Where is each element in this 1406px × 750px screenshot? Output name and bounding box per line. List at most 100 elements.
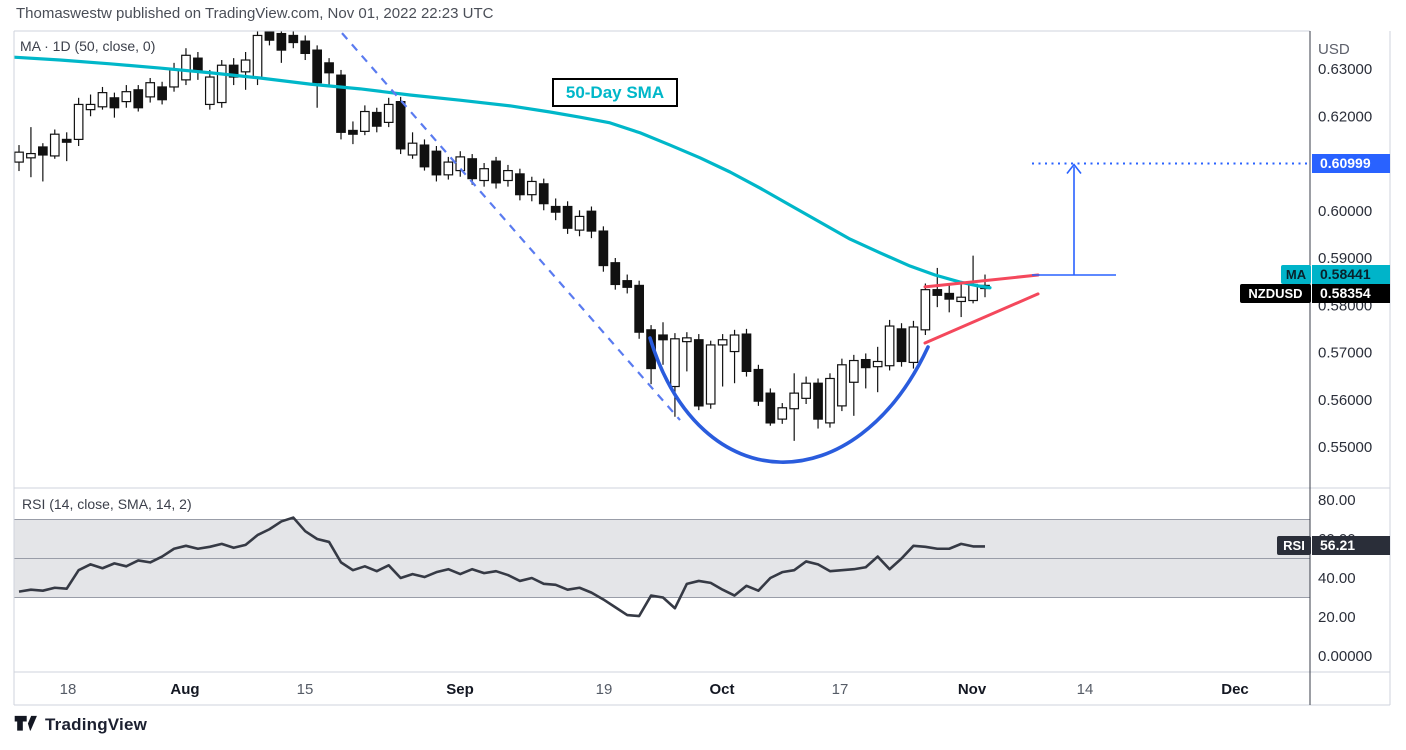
downtrend-dashed-line[interactable] <box>341 32 681 421</box>
candle-down <box>550 205 561 213</box>
candle-down <box>133 89 144 109</box>
price-axis[interactable]: USD0.630000.620000.600000.590000.580000.… <box>1318 41 1372 665</box>
time-month-label: Sep <box>446 681 474 698</box>
candle-down <box>371 111 382 127</box>
candle-down <box>586 210 597 232</box>
time-axis[interactable]: 18 Aug 15 Sep 19 Oct 17 Nov 14 Dec <box>60 681 1249 698</box>
candle-up <box>26 152 36 159</box>
price-tick-label: 0.59000 <box>1318 250 1372 267</box>
candle-up <box>252 34 263 79</box>
candle-up <box>97 92 108 108</box>
rsi-axis-label: RSI <box>1277 536 1311 556</box>
candle-down <box>515 173 525 196</box>
pennant-lower-line[interactable] <box>923 292 1040 345</box>
candle-up <box>837 364 847 407</box>
candle-down <box>693 339 704 407</box>
candle-down <box>419 144 430 168</box>
sma-callout-label: 50-Day SMA <box>552 78 678 107</box>
candle-up <box>848 359 859 383</box>
candle-up <box>503 169 513 182</box>
price-tick-label: 0.55000 <box>1318 439 1372 456</box>
candle-down <box>38 146 48 156</box>
target-price-badge: 0.60999 <box>1312 153 1390 173</box>
candle-up <box>789 392 800 410</box>
candle-down <box>765 392 776 424</box>
rsi-tick-label: 20.00 <box>1318 609 1356 626</box>
candle-up <box>956 296 967 303</box>
candle-up <box>920 289 931 331</box>
candle-down <box>634 284 645 333</box>
candle-down <box>813 382 823 420</box>
candle-down <box>431 150 442 176</box>
candle-up <box>181 54 191 81</box>
time-day-label: 14 <box>1077 681 1094 698</box>
time-month-label: Oct <box>709 681 734 698</box>
publish-attribution: Thomaswestw published on TradingView.com… <box>16 5 494 22</box>
candle-up <box>574 215 585 231</box>
candle-up <box>145 82 156 98</box>
candle-up <box>825 377 835 424</box>
ma-value-badge: 0.58441 <box>1312 265 1390 284</box>
tradingview-footer[interactable]: TradingView <box>14 714 147 736</box>
candle-down <box>658 334 668 341</box>
candle-down <box>276 32 287 51</box>
rsi-indicator-legend: RSI (14, close, SMA, 14, 2) <box>22 496 192 512</box>
candle-up <box>717 339 728 346</box>
price-tick-label: 0.60000 <box>1318 203 1372 220</box>
candle-down <box>264 31 275 41</box>
candle-up <box>479 168 489 182</box>
candle-up <box>729 334 740 353</box>
sma-line <box>14 55 992 290</box>
rsi-tick-label: 80.00 <box>1318 492 1356 509</box>
time-day-label: 15 <box>297 681 314 698</box>
candle-up <box>908 326 919 364</box>
candle-down <box>538 183 549 205</box>
candle-down <box>741 333 752 373</box>
candle-down <box>896 328 907 363</box>
candle-down <box>312 49 322 84</box>
candle-up <box>455 156 466 172</box>
arrowhead-icon <box>1066 163 1082 175</box>
candle-up <box>884 325 895 367</box>
candle-down <box>324 62 334 74</box>
time-month-label: Nov <box>958 681 987 698</box>
last-price-badge: 0.58354 <box>1312 284 1390 303</box>
rsi-line <box>18 516 986 618</box>
candle-up <box>670 338 680 388</box>
price-tick-label: 0.57000 <box>1318 345 1372 362</box>
tradingview-logo-icon <box>14 715 37 731</box>
candle-down <box>562 205 573 229</box>
candle-up <box>526 180 537 196</box>
candle-up <box>777 407 788 420</box>
candle-up <box>705 344 716 405</box>
rsi-value-badge: 56.21 <box>1312 536 1390 556</box>
candle-up <box>240 59 251 73</box>
candle-up <box>85 103 96 111</box>
candle-down <box>300 40 311 55</box>
tradingview-brand-text: TradingView <box>45 715 148 734</box>
candle-up <box>14 151 24 163</box>
candle-down <box>109 97 120 109</box>
candle-down <box>336 74 346 133</box>
candle-up <box>216 64 227 104</box>
candle-up <box>360 110 370 132</box>
rsi-tick-label: 40.00 <box>1318 570 1356 587</box>
candle-down <box>395 101 406 150</box>
candle-up <box>169 69 179 88</box>
candle-down <box>860 358 871 369</box>
candle-down <box>932 289 943 296</box>
price-pane <box>14 31 1310 464</box>
candle-down <box>288 34 299 44</box>
symbol-axis-label: NZDUSD <box>1240 284 1311 303</box>
candle-up <box>801 382 811 399</box>
rsi-tick-label: 0.00000 <box>1318 648 1372 665</box>
price-tick-label: 0.62000 <box>1318 108 1372 125</box>
rounded-bottom-curve[interactable] <box>648 336 930 464</box>
candle-down <box>61 138 72 143</box>
price-tick-label: 0.56000 <box>1318 392 1372 409</box>
candle-down <box>944 292 955 300</box>
candle-down <box>622 280 633 288</box>
candle-down <box>157 86 167 101</box>
pennant-upper-line[interactable] <box>923 273 1040 289</box>
